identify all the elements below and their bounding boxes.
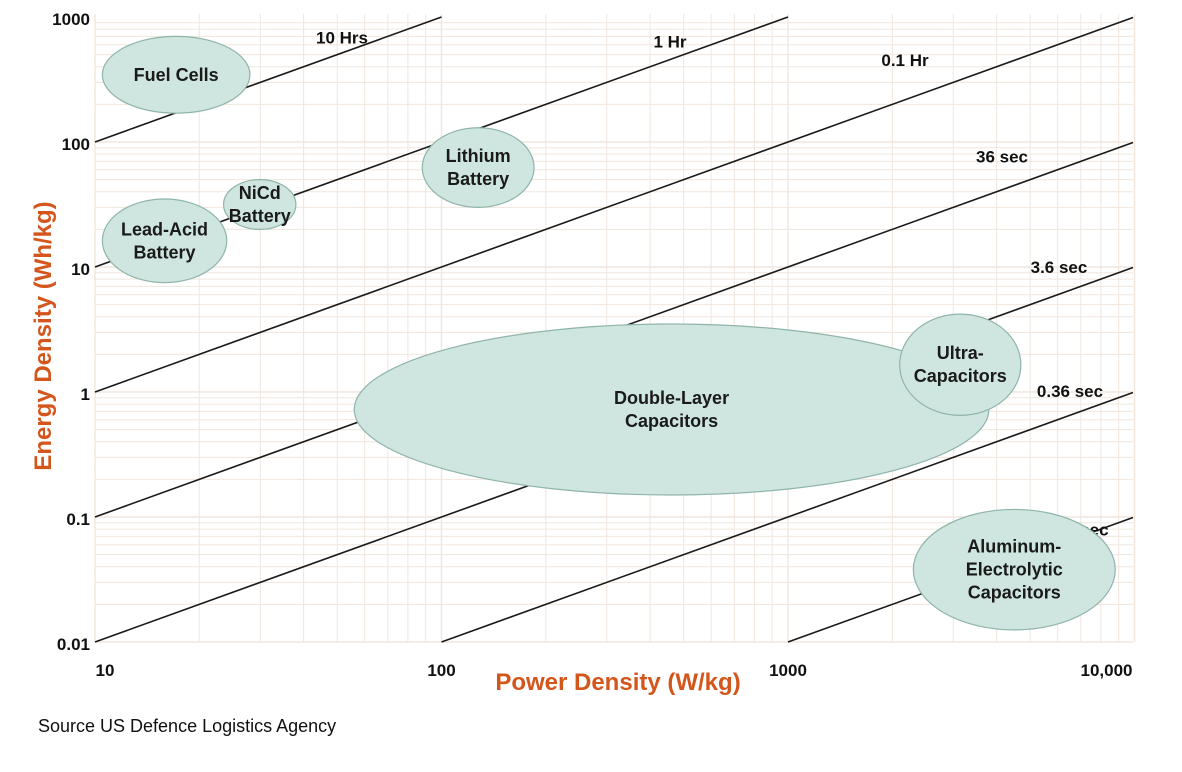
- time-constant-label: 0.36 sec: [1037, 382, 1103, 401]
- x-tick-label: 10: [96, 661, 115, 680]
- region-label: Fuel Cells: [134, 65, 219, 85]
- time-constant-label: 10 Hrs: [316, 29, 368, 48]
- y-tick-label: 100: [62, 135, 90, 154]
- region-label: Lead-Acid: [121, 219, 208, 239]
- time-constant-label: 0.1 Hr: [881, 51, 929, 70]
- region-label: Capacitors: [625, 411, 718, 431]
- region-ellipse: [222, 179, 297, 230]
- region-label: Battery: [447, 169, 509, 189]
- time-constant-line: [94, 16, 1134, 393]
- region-ellipse: [899, 313, 1022, 416]
- region-label: Battery: [229, 206, 291, 226]
- y-axis-title: Energy Density (Wh/kg): [30, 201, 57, 470]
- time-constant-label: 36 sec: [976, 148, 1028, 167]
- time-constant-label: 3.6 sec: [1031, 258, 1088, 277]
- region-ellipse: [912, 508, 1116, 631]
- region-ellipse: [353, 323, 990, 496]
- region-ellipse: [101, 35, 251, 114]
- region-label: Lithium: [446, 146, 511, 166]
- y-tick-label: 1: [81, 385, 90, 404]
- x-tick-label: 1000: [769, 661, 807, 680]
- region-label: Capacitors: [968, 583, 1061, 603]
- y-tick-label: 0.1: [66, 510, 90, 529]
- technology-regions: Fuel Cells Lead-Acid Battery NiCd Battery Lit…: [101, 35, 1116, 631]
- y-tick-label: 1000: [52, 10, 90, 29]
- region-ellipse: [101, 198, 228, 284]
- region-label: NiCd: [239, 183, 281, 203]
- region-label: Ultra-: [937, 343, 984, 363]
- region-label: Electrolytic: [966, 560, 1063, 580]
- y-tick-label: 0.01: [57, 635, 90, 654]
- axis-titles: Power Density (W/kg) Energy Density (Wh/k…: [30, 201, 741, 736]
- source-note: Source US Defence Logistics Agency: [38, 716, 336, 736]
- y-tick-label: 10: [71, 260, 90, 279]
- region-label: Battery: [134, 242, 196, 262]
- region-label: Aluminum-: [967, 537, 1061, 557]
- x-axis-title: Power Density (W/kg): [495, 669, 740, 696]
- x-tick-label: 100: [427, 661, 455, 680]
- tick-labels: 10 100 1000 10,000 1000 100 10 1 0.1 0.01: [52, 10, 1132, 680]
- region-ellipse: [421, 127, 535, 208]
- region-label: Double-Layer: [614, 388, 729, 408]
- time-constant-label: 1 Hr: [653, 33, 686, 52]
- time-constant-line: [94, 16, 442, 143]
- x-tick-label: 10,000: [1081, 661, 1133, 680]
- region-label: Capacitors: [914, 366, 1007, 386]
- time-constant-line: [441, 391, 1134, 643]
